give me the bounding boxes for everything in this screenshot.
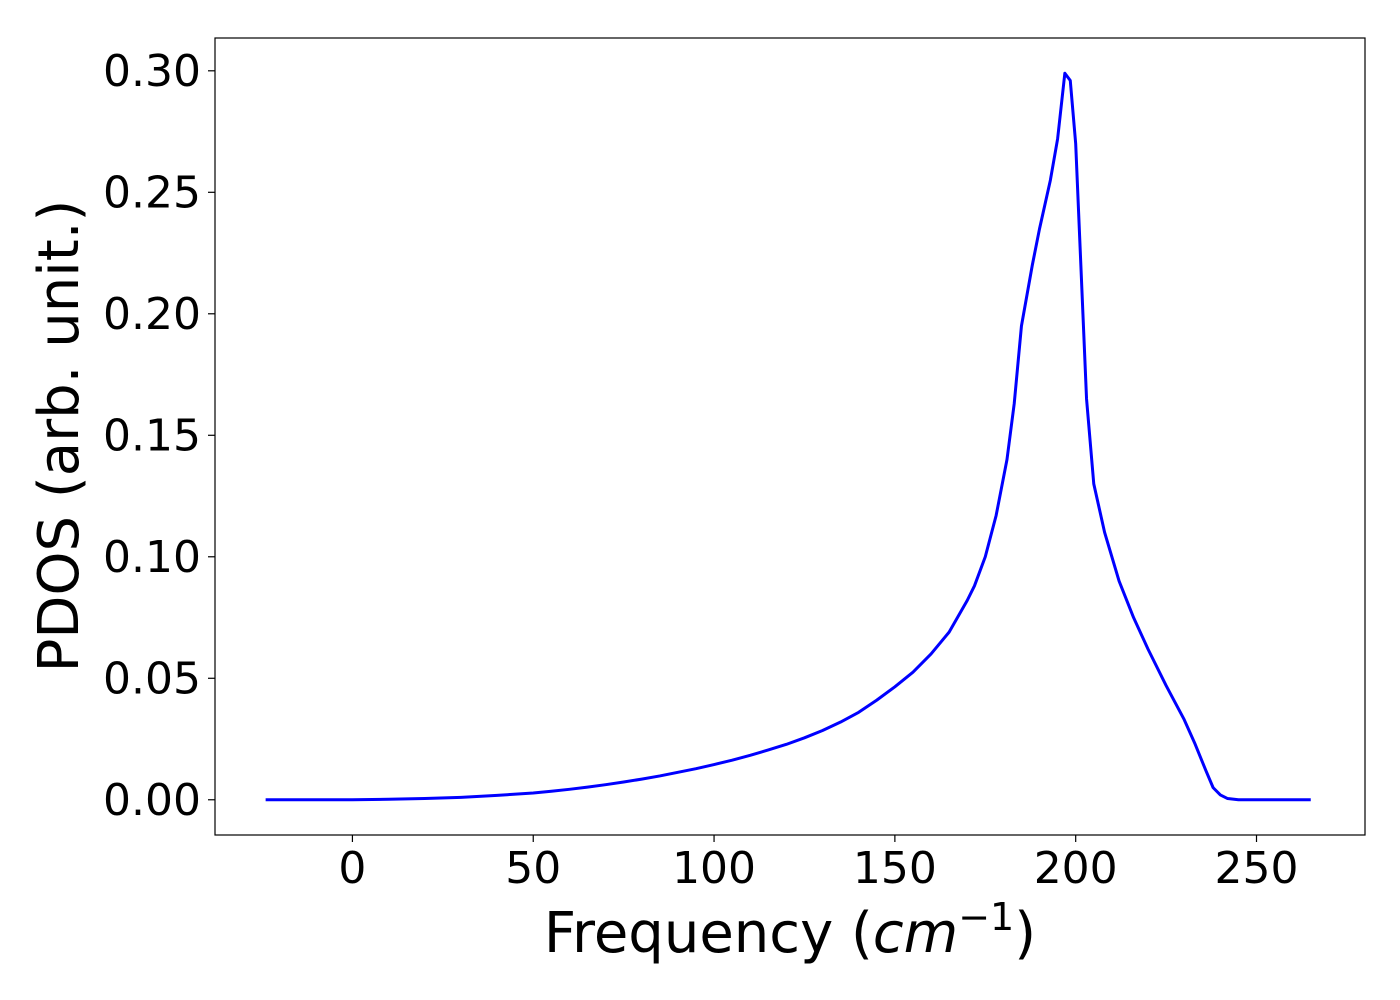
y-axis-label: PDOS (arb. unit.) — [27, 200, 92, 673]
y-tick-label: 0.20 — [103, 289, 201, 340]
x-tick-label: 100 — [672, 843, 756, 894]
y-tick-label: 0.30 — [103, 46, 201, 97]
x-tick-label: 200 — [1034, 843, 1118, 894]
x-tick-label: 250 — [1215, 843, 1299, 894]
ticks-layer: 0 50 100 150 200 250 0.00 0.05 0.10 0.15 0.20 0.25 0… — [103, 46, 1298, 894]
x-axis-label: Frequency (cm−1) — [544, 895, 1036, 966]
y-tick-label: 0.00 — [103, 775, 201, 826]
y-tick-label: 0.15 — [103, 410, 201, 461]
y-tick-label: 0.25 — [103, 167, 201, 218]
y-tick-label: 0.05 — [103, 653, 201, 704]
y-tick-label: 0.10 — [103, 532, 201, 583]
plot-frame — [214, 37, 1366, 836]
x-tick-label: 0 — [338, 843, 366, 894]
x-tick-label: 50 — [505, 843, 561, 894]
x-tick-label: 150 — [853, 843, 937, 894]
series-line-pdos — [265, 71, 1311, 802]
